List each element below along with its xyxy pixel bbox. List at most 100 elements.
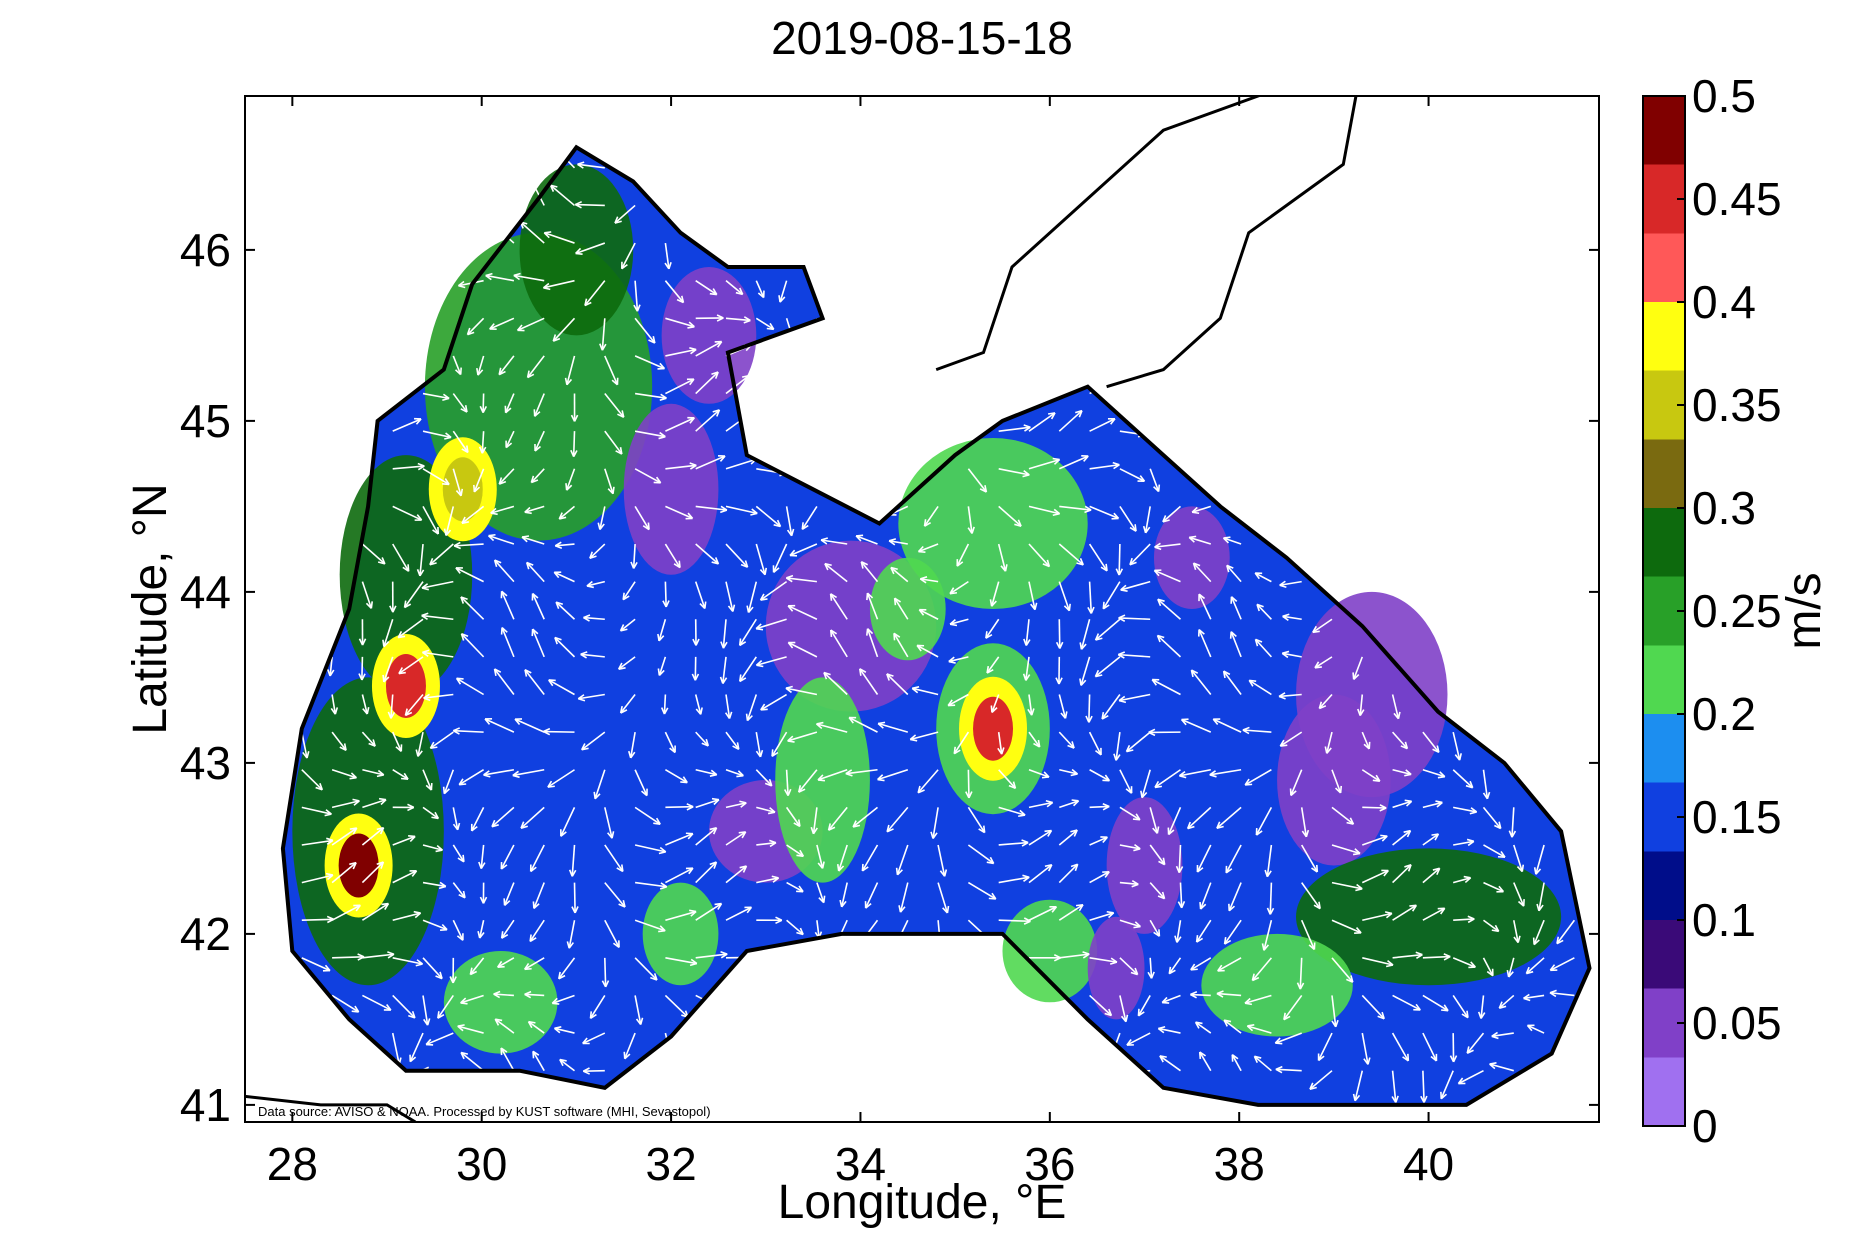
current-arrow: [755, 731, 764, 758]
current-arrow: [397, 618, 424, 639]
current-arrow: [361, 543, 386, 565]
current-arrow: [1028, 768, 1050, 779]
current-arrow: [560, 807, 576, 837]
current-arrow: [460, 994, 484, 1005]
current-arrow: [1264, 844, 1273, 878]
current-arrow: [1391, 731, 1409, 750]
current-arrow: [514, 718, 545, 733]
current-arrow: [361, 731, 376, 747]
current-arrow: [1314, 656, 1333, 669]
current-arrow: [398, 1070, 424, 1093]
current-arrow: [725, 543, 749, 568]
y-tick-label: 46: [180, 224, 231, 276]
current-arrow: [1392, 904, 1418, 921]
current-arrow: [530, 468, 545, 484]
current-arrow: [634, 844, 667, 855]
current-arrow: [604, 468, 615, 495]
current-arrow: [1125, 731, 1151, 753]
current-arrow: [1331, 995, 1339, 1028]
current-arrow: [1253, 1055, 1272, 1072]
current-arrow: [409, 1032, 424, 1063]
current-arrow: [1119, 880, 1139, 888]
current-arrow: [1361, 731, 1371, 750]
current-arrow: [787, 731, 818, 743]
current-arrow: [301, 837, 334, 846]
current-arrow: [1089, 870, 1110, 884]
current-arrow: [437, 995, 454, 1019]
current-arrow: [1190, 669, 1212, 695]
current-arrow: [478, 431, 487, 454]
current-arrow: [392, 505, 423, 521]
current-arrow: [694, 581, 707, 610]
current-arrow: [460, 633, 485, 658]
current-arrow: [493, 559, 515, 583]
current-arrow: [1452, 875, 1472, 884]
current-arrow: [1422, 907, 1446, 921]
current-arrow: [1362, 957, 1394, 968]
colorbar-tick-label: 0.5: [1692, 70, 1756, 122]
current-arrow: [1491, 1031, 1514, 1040]
current-arrow: [1525, 957, 1545, 975]
current-arrow: [1028, 543, 1051, 568]
current-arrow: [967, 506, 975, 534]
current-arrow: [1422, 867, 1441, 884]
current-arrow: [500, 590, 515, 620]
current-arrow: [739, 656, 757, 683]
current-arrow: [1453, 915, 1475, 924]
current-arrow: [1422, 731, 1440, 754]
current-arrow: [634, 392, 667, 402]
current-arrow: [421, 649, 454, 658]
current-arrow: [422, 957, 443, 980]
current-arrow: [1457, 1069, 1484, 1085]
current-arrow: [1058, 543, 1084, 566]
current-arrow: [930, 807, 939, 839]
current-arrow: [493, 990, 514, 999]
current-arrow: [485, 272, 515, 282]
current-arrow: [534, 430, 545, 452]
current-arrow: [1198, 1051, 1212, 1072]
current-arrow: [998, 839, 1029, 847]
current-arrow: [524, 669, 545, 695]
current-arrow: [1119, 957, 1139, 976]
current-arrow: [657, 656, 667, 676]
current-arrow: [1256, 603, 1272, 620]
current-arrow: [1118, 693, 1151, 704]
current-arrow: [361, 694, 370, 715]
current-arrow: [1482, 806, 1502, 830]
current-arrow: [725, 412, 752, 432]
y-tick-label: 41: [180, 1079, 231, 1131]
current-arrow: [695, 902, 723, 921]
current-arrow: [512, 768, 545, 779]
current-arrow: [1331, 957, 1354, 983]
y-tick-label: 45: [180, 395, 231, 447]
current-arrow: [1157, 598, 1182, 620]
current-arrow: [1230, 596, 1242, 620]
current-arrow: [817, 768, 848, 782]
current-arrow: [362, 797, 387, 809]
current-arrow: [500, 1047, 515, 1072]
current-arrow: [998, 769, 1017, 790]
current-arrow: [493, 668, 515, 695]
current-arrow: [554, 636, 576, 658]
current-arrow: [1089, 957, 1118, 965]
plot-frame: [244, 95, 1600, 1123]
current-arrow: [1174, 920, 1182, 943]
current-arrow: [1101, 694, 1121, 720]
current-arrow: [719, 656, 728, 684]
current-arrow: [489, 317, 515, 331]
current-arrow: [815, 721, 848, 733]
current-arrow: [1209, 768, 1242, 778]
current-arrow: [1089, 994, 1113, 1017]
current-arrow: [1119, 995, 1129, 1023]
current-arrow: [392, 803, 415, 812]
current-arrow: [829, 629, 848, 658]
current-arrow: [1420, 1070, 1428, 1103]
current-arrow: [1392, 994, 1421, 1011]
current-arrow: [330, 694, 339, 715]
current-arrow: [1422, 800, 1443, 809]
current-arrow: [1352, 656, 1364, 680]
current-arrow: [1361, 769, 1381, 782]
current-arrow: [470, 806, 485, 832]
current-arrow: [1198, 593, 1212, 620]
current-arrow: [695, 951, 728, 959]
